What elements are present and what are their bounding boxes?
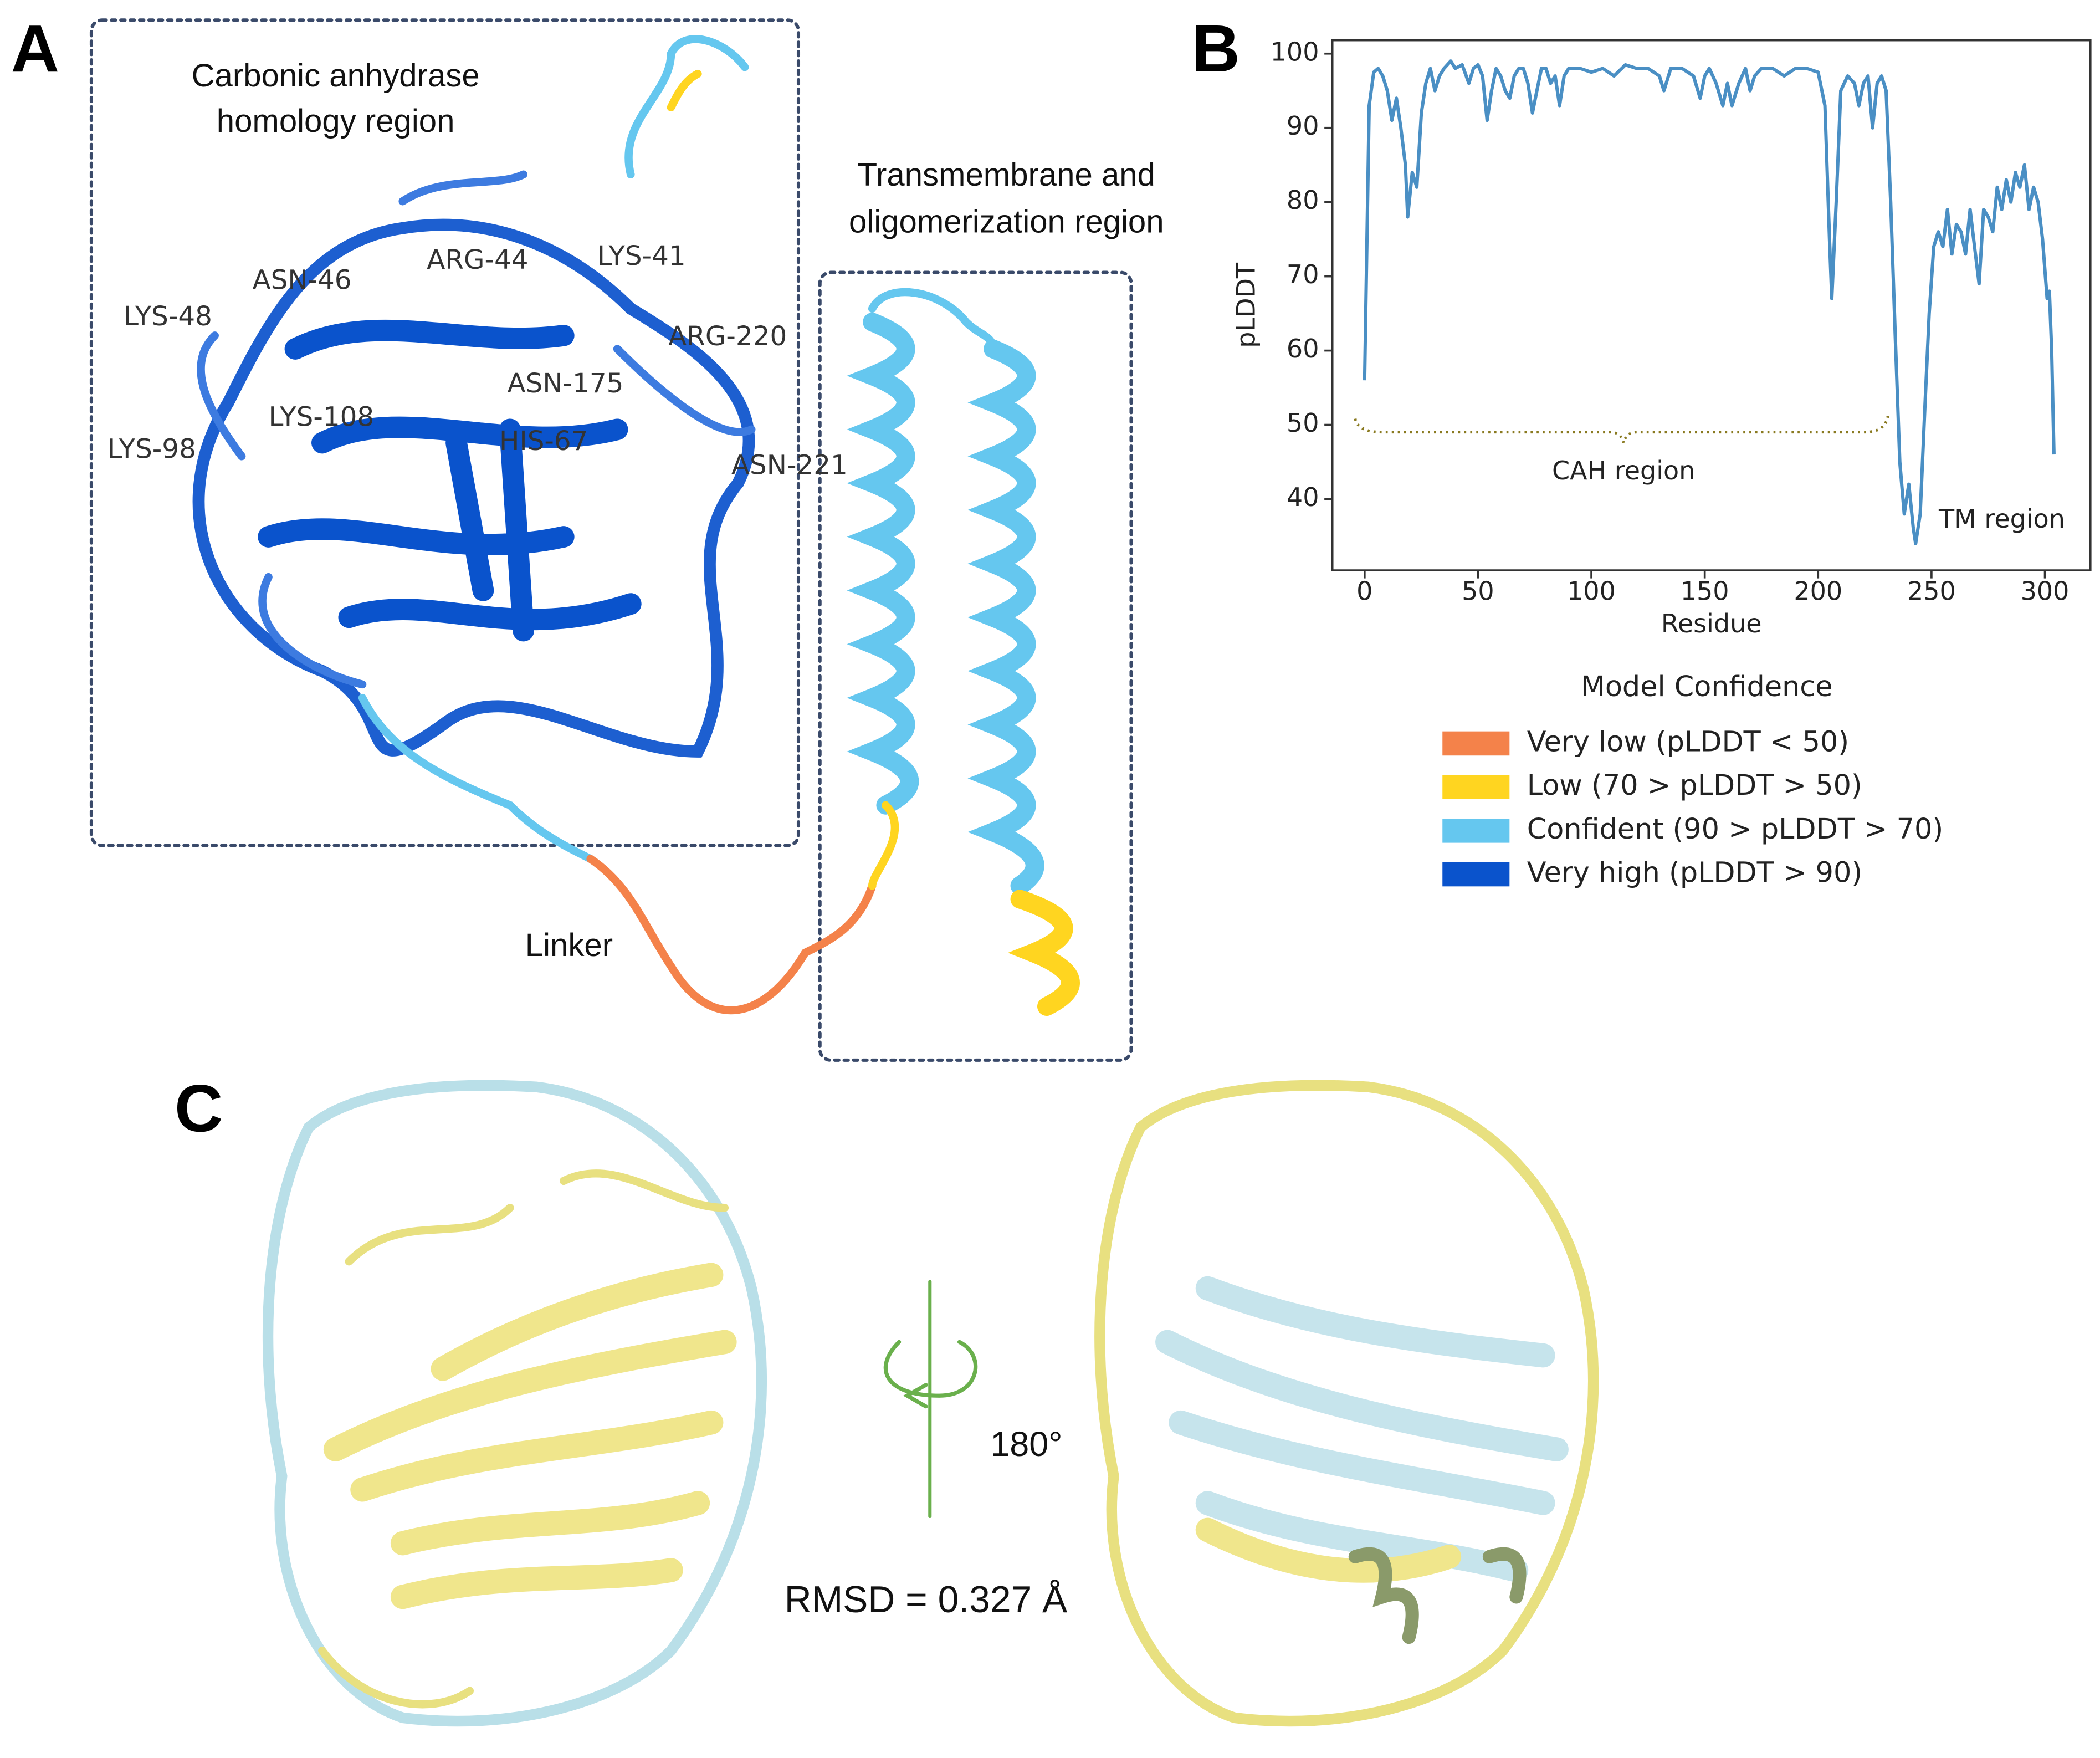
- x-tick-label: 300: [2021, 576, 2070, 606]
- residue-label: ASN-175: [508, 368, 624, 399]
- y-tick-label: 50: [1287, 408, 1319, 438]
- y-tick-label: 70: [1287, 259, 1319, 289]
- residue-label: ASN-221: [731, 450, 848, 481]
- residue-label: LYS-41: [597, 241, 686, 272]
- y-tick-label: 100: [1271, 37, 1319, 67]
- y-tick-label: 90: [1287, 111, 1319, 141]
- x-tick-label: 100: [1567, 576, 1616, 606]
- plot-frame: [1331, 39, 2092, 571]
- panel-label: B: [1191, 11, 1239, 86]
- x-tick-label: 0: [1356, 576, 1372, 606]
- legend-label: Very high (pLDDT > 90): [1527, 856, 1862, 889]
- legend-swatch: [1442, 862, 1510, 887]
- region-title: oligomerization region: [849, 204, 1164, 240]
- rotation-label: 180°: [990, 1425, 1062, 1464]
- x-axis-label: Residue: [1661, 609, 1762, 638]
- legend-swatch: [1442, 731, 1510, 756]
- annotation: TM region: [1938, 504, 2065, 534]
- y-tick-label: 80: [1287, 185, 1319, 215]
- region-title: homology region: [217, 103, 455, 139]
- legend-swatch: [1442, 775, 1510, 799]
- y-tick-label: 60: [1287, 334, 1319, 364]
- residue-label: ARG-44: [427, 244, 528, 275]
- annotation: CAH region: [1552, 456, 1695, 486]
- region-title: Carbonic anhydrase: [192, 58, 480, 94]
- x-tick-label: 150: [1681, 576, 1729, 606]
- linker-label: Linker: [525, 927, 613, 963]
- residue-label: ASN-46: [252, 264, 351, 295]
- residue-label: LYS-108: [269, 401, 375, 432]
- residue-label: HIS-67: [499, 426, 588, 457]
- rmsd-label: RMSD = 0.327 Å: [785, 1579, 1068, 1621]
- legend-label: Confident (90 > pLDDT > 70): [1527, 812, 1943, 845]
- x-tick-label: 200: [1794, 576, 1842, 606]
- legend-swatch: [1442, 819, 1510, 843]
- bracket: [1354, 416, 1889, 443]
- panel-label: A: [11, 11, 59, 86]
- x-tick-label: 250: [1907, 576, 1956, 606]
- x-tick-label: 50: [1462, 576, 1494, 606]
- legend-label: Low (70 > pLDDT > 50): [1527, 769, 1862, 801]
- y-axis-label: pLDDT: [1231, 262, 1261, 348]
- line-series: [1363, 59, 2056, 545]
- y-tick-label: 40: [1287, 482, 1319, 512]
- region-title: Transmembrane and: [858, 157, 1155, 193]
- structure-a: [89, 18, 1133, 1062]
- residue-label: ARG-220: [668, 321, 787, 352]
- legend-title: Model Confidence: [1581, 670, 1833, 703]
- panel-label: C: [175, 1071, 223, 1146]
- structure-c: [262, 1080, 1599, 1727]
- residue-label: LYS-48: [124, 301, 212, 332]
- residue-label: LYS-98: [107, 434, 196, 465]
- legend-label: Very low (pLDDT < 50): [1527, 725, 1849, 758]
